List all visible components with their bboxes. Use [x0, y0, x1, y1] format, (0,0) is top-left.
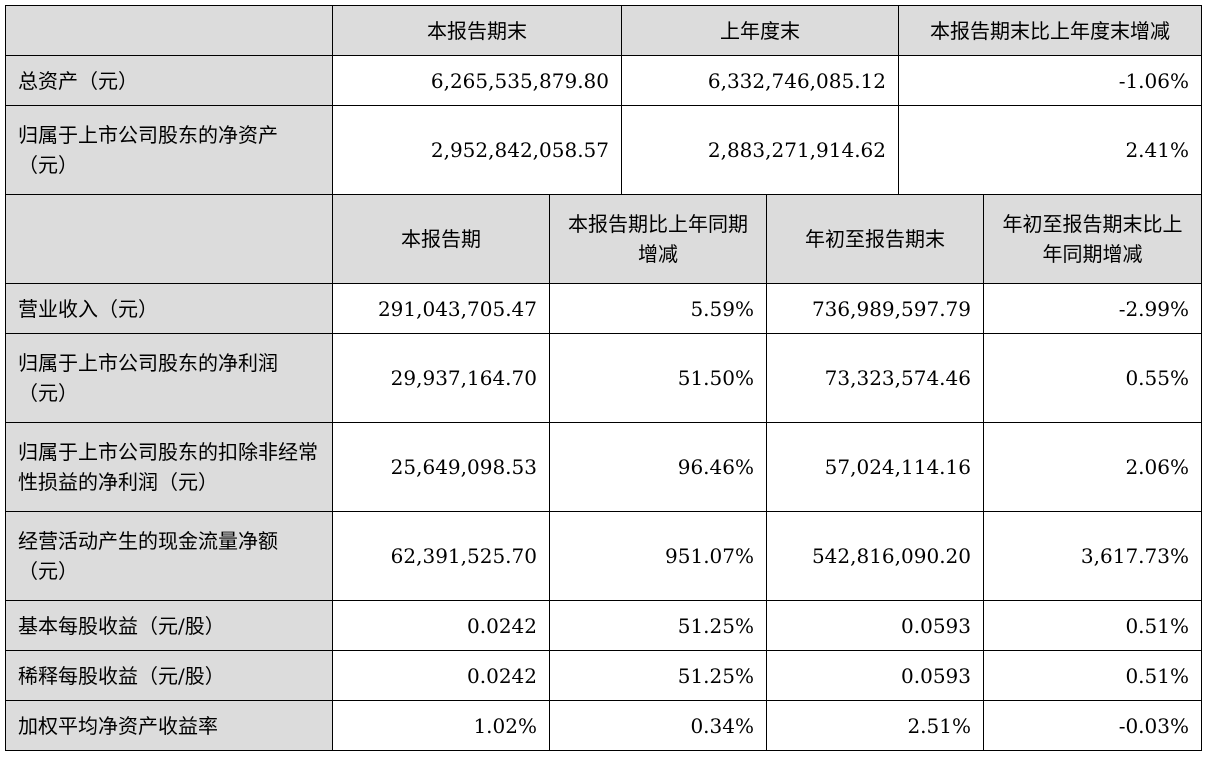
table-row: 总资产（元） 6,265,535,879.80 6,332,746,085.12…: [5, 55, 1202, 106]
value-cell: 57,024,114.16: [766, 422, 984, 512]
table-row: 稀释每股收益（元/股） 0.0242 51.25% 0.0593 0.51%: [5, 650, 1202, 701]
column-header: 年初至报告期末: [766, 194, 984, 284]
table-row: 基本每股收益（元/股） 0.0242 51.25% 0.0593 0.51%: [5, 600, 1202, 651]
value-cell: 6,332,746,085.12: [621, 55, 899, 106]
value-cell: 62,391,525.70: [332, 511, 550, 601]
empty-header-cell: [5, 194, 333, 284]
value-cell: -1.06%: [898, 55, 1202, 106]
value-cell: 1.02%: [332, 700, 550, 751]
value-cell: 2.06%: [983, 422, 1202, 512]
value-cell: 29,937,164.70: [332, 333, 550, 423]
value-cell: 736,989,597.79: [766, 283, 984, 334]
value-cell: 2.51%: [766, 700, 984, 751]
row-label: 基本每股收益（元/股）: [5, 600, 333, 651]
value-cell: 51.25%: [549, 600, 767, 651]
value-cell: 6,265,535,879.80: [332, 55, 622, 106]
value-cell: -2.99%: [983, 283, 1202, 334]
column-header: 本报告期比上年同期增减: [549, 194, 767, 284]
column-header: 本报告期末比上年度末增减: [898, 5, 1202, 56]
column-header: 上年度末: [621, 5, 899, 56]
table-row: 归属于上市公司股东的净资产（元） 2,952,842,058.57 2,883,…: [5, 105, 1202, 195]
column-header: 本报告期末: [332, 5, 622, 56]
value-cell: 0.51%: [983, 650, 1202, 701]
row-label: 归属于上市公司股东的扣除非经常性损益的净利润（元）: [5, 422, 333, 512]
table-row: 归属于上市公司股东的扣除非经常性损益的净利润（元） 25,649,098.53 …: [5, 422, 1202, 512]
value-cell: 51.25%: [549, 650, 767, 701]
value-cell: 73,323,574.46: [766, 333, 984, 423]
value-cell: 0.0242: [332, 650, 550, 701]
row-label: 经营活动产生的现金流量净额（元）: [5, 511, 333, 601]
column-header: 年初至报告期末比上年同期增减: [983, 194, 1202, 284]
value-cell: 0.0242: [332, 600, 550, 651]
row-label: 稀释每股收益（元/股）: [5, 650, 333, 701]
row-label: 加权平均净资产收益率: [5, 700, 333, 751]
financial-data-table: 本报告期末 上年度末 本报告期末比上年度末增减 总资产（元） 6,265,535…: [5, 5, 1202, 751]
value-cell: 3,617.73%: [983, 511, 1202, 601]
value-cell: 951.07%: [549, 511, 767, 601]
value-cell: 2.41%: [898, 105, 1202, 195]
column-header: 本报告期: [332, 194, 550, 284]
table-row: 经营活动产生的现金流量净额（元） 62,391,525.70 951.07% 5…: [5, 511, 1202, 601]
row-label: 总资产（元）: [5, 55, 333, 106]
value-cell: 0.0593: [766, 650, 984, 701]
value-cell: 291,043,705.47: [332, 283, 550, 334]
value-cell: 2,952,842,058.57: [332, 105, 622, 195]
row-label: 归属于上市公司股东的净利润（元）: [5, 333, 333, 423]
row-label: 归属于上市公司股东的净资产（元）: [5, 105, 333, 195]
row-label: 营业收入（元）: [5, 283, 333, 334]
value-cell: 0.51%: [983, 600, 1202, 651]
table-row: 归属于上市公司股东的净利润（元） 29,937,164.70 51.50% 73…: [5, 333, 1202, 423]
value-cell: 5.59%: [549, 283, 767, 334]
value-cell: 542,816,090.20: [766, 511, 984, 601]
empty-header-cell: [5, 5, 333, 56]
balance-header-row: 本报告期末 上年度末 本报告期末比上年度末增减: [5, 5, 1202, 56]
income-header-row: 本报告期 本报告期比上年同期增减 年初至报告期末 年初至报告期末比上年同期增减: [5, 194, 1202, 284]
value-cell: 25,649,098.53: [332, 422, 550, 512]
value-cell: 0.0593: [766, 600, 984, 651]
value-cell: 96.46%: [549, 422, 767, 512]
value-cell: 0.55%: [983, 333, 1202, 423]
value-cell: -0.03%: [983, 700, 1202, 751]
value-cell: 0.34%: [549, 700, 767, 751]
value-cell: 51.50%: [549, 333, 767, 423]
table-row: 加权平均净资产收益率 1.02% 0.34% 2.51% -0.03%: [5, 700, 1202, 751]
table-row: 营业收入（元） 291,043,705.47 5.59% 736,989,597…: [5, 283, 1202, 334]
value-cell: 2,883,271,914.62: [621, 105, 899, 195]
